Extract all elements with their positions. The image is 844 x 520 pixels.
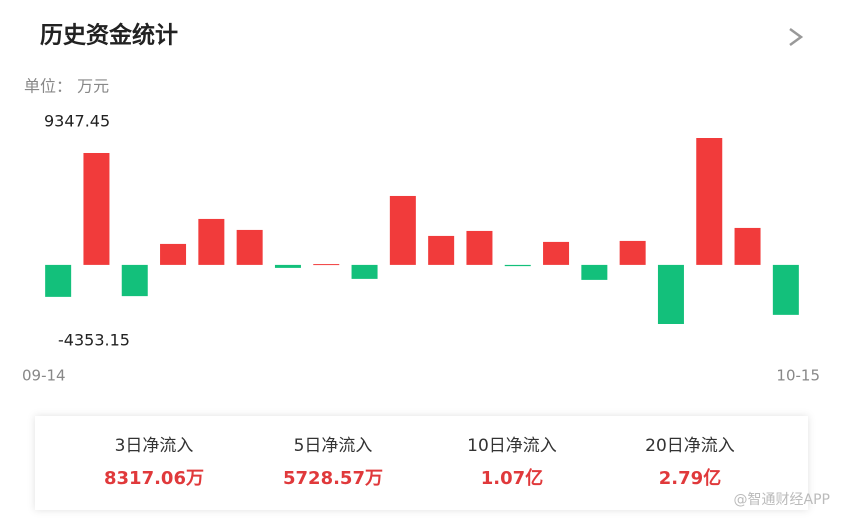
summary: 3日净流入 8317.06万 5日净流入 5728.57万 10日净流入 1.07亿 20日… — [104, 436, 735, 489]
bar — [160, 243, 187, 265]
bar — [351, 264, 378, 279]
y-tick-label: -4353.15 — [58, 331, 130, 350]
summary-label: 20日净流入 — [645, 436, 735, 456]
summary-label: 5日净流入 — [294, 436, 373, 456]
summary-label: 3日净流入 — [115, 436, 194, 456]
more-arrow[interactable] — [789, 27, 804, 47]
title: 历史资金统计 — [40, 22, 178, 49]
y-tick-label: 9347.45 — [44, 112, 110, 131]
bar — [504, 264, 531, 267]
bar — [772, 264, 799, 315]
unit: 单位： 万元 — [24, 77, 109, 96]
bar — [581, 264, 608, 280]
chart: -4353.15 9347.45 09-14 10-15 — [22, 112, 820, 385]
bar — [236, 229, 263, 265]
bar — [45, 264, 72, 297]
bar — [619, 240, 646, 265]
summary-value: 8317.06万 — [104, 468, 204, 489]
bar — [657, 264, 684, 324]
bar — [734, 227, 761, 265]
summary-value: 2.79亿 — [659, 467, 721, 489]
summary-panel — [35, 416, 808, 510]
bar — [428, 235, 455, 265]
bar — [466, 230, 493, 265]
bar — [313, 264, 340, 266]
summary-label: 10日净流入 — [467, 436, 557, 456]
summary-value: 1.07亿 — [481, 467, 543, 489]
bar — [543, 241, 570, 265]
bar — [274, 264, 301, 268]
watermark: @智通财经APP — [734, 492, 830, 508]
bar — [696, 138, 723, 265]
bar — [121, 264, 148, 297]
summary-value: 5728.57万 — [283, 468, 383, 489]
x-tick-label: 09-14 — [22, 367, 66, 385]
bar — [198, 218, 225, 265]
x-tick-label: 10-15 — [776, 367, 820, 385]
bar — [389, 195, 416, 265]
bar — [83, 152, 110, 265]
